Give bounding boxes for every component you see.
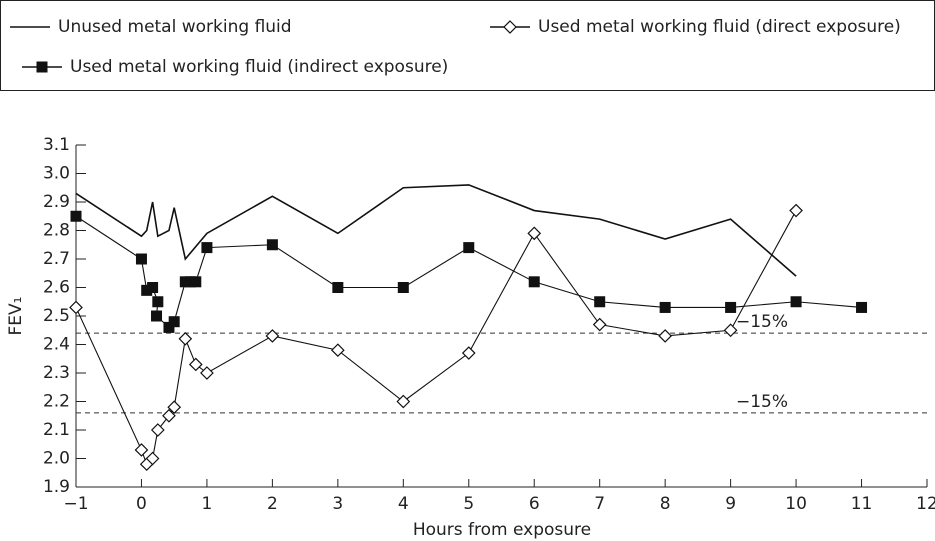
data-point xyxy=(188,357,203,372)
data-point xyxy=(396,394,411,409)
data-point xyxy=(134,443,149,457)
y-tick-label: 2.6 xyxy=(43,278,70,298)
y-tick-label: 3.1 xyxy=(43,135,70,155)
y-tick-label: 2.2 xyxy=(43,392,70,412)
y-tick-label: 2.4 xyxy=(43,335,70,355)
x-tick-label: 2 xyxy=(267,494,278,514)
data-point xyxy=(147,282,159,293)
x-tick-label: 5 xyxy=(463,494,474,514)
x-axis-label: Hours from exposure xyxy=(413,520,591,540)
data-point xyxy=(790,296,802,308)
y-tick-label: 2.0 xyxy=(43,449,70,469)
x-tick-label: 6 xyxy=(529,494,540,514)
legend-label: Used metal working fluid (direct exposur… xyxy=(538,17,901,37)
series-line xyxy=(75,184,797,277)
x-tick-label: −1 xyxy=(63,494,88,514)
data-point xyxy=(528,276,540,288)
data-point xyxy=(151,310,163,322)
data-point xyxy=(162,408,176,423)
x-tick-label: 12 xyxy=(916,494,935,514)
x-tick-label: 4 xyxy=(398,494,409,514)
series-line xyxy=(75,215,862,329)
y-tick-label: 2.7 xyxy=(43,249,70,269)
data-point xyxy=(150,423,165,437)
data-point xyxy=(265,329,280,343)
x-tick-label: 10 xyxy=(785,494,807,514)
data-point xyxy=(178,331,193,346)
legend-marker xyxy=(503,20,517,34)
y-tick-label: 2.1 xyxy=(43,420,70,440)
data-point xyxy=(856,301,868,313)
data-point xyxy=(723,323,738,338)
data-point xyxy=(69,300,83,315)
data-point xyxy=(70,210,82,222)
legend-box xyxy=(0,0,935,91)
data-point xyxy=(463,242,475,254)
y-axis-label: FEV₁ xyxy=(6,297,26,336)
data-point xyxy=(190,276,202,288)
data-point xyxy=(397,282,409,293)
data-point xyxy=(266,239,278,251)
data-point xyxy=(152,296,164,308)
y-tick-label: 1.9 xyxy=(43,477,70,497)
legend-marker xyxy=(36,61,48,73)
data-point xyxy=(592,317,607,332)
y-tick-label: 2.9 xyxy=(43,192,70,212)
data-point xyxy=(145,451,160,466)
data-point xyxy=(594,296,606,308)
data-point xyxy=(461,346,476,360)
x-tick-label: 11 xyxy=(851,494,873,514)
data-point xyxy=(200,366,214,380)
x-tick-label: 9 xyxy=(725,494,736,514)
x-tick-label: 8 xyxy=(660,494,671,514)
data-point xyxy=(527,226,542,241)
x-tick-label: 3 xyxy=(332,494,343,514)
data-point xyxy=(163,321,175,333)
data-point xyxy=(135,253,147,265)
x-tick-label: 7 xyxy=(594,494,605,514)
data-point xyxy=(659,301,671,313)
reference-label: −15% xyxy=(736,392,788,412)
data-point xyxy=(141,284,153,296)
reference-label: −15% xyxy=(736,312,788,332)
data-point xyxy=(658,329,673,343)
y-tick-label: 2.8 xyxy=(43,221,70,241)
data-point xyxy=(725,301,737,313)
data-point xyxy=(167,400,182,415)
x-tick-label: 0 xyxy=(136,494,147,514)
data-point xyxy=(330,343,345,358)
legend-label: Unused metal working fluid xyxy=(58,17,292,37)
legend-label: Used metal working fluid (indirect expos… xyxy=(70,57,448,77)
x-tick-label: 1 xyxy=(202,494,213,514)
y-tick-label: 2.5 xyxy=(43,306,70,326)
data-point xyxy=(168,316,180,328)
data-point xyxy=(201,242,213,254)
y-tick-label: 2.3 xyxy=(43,363,70,383)
data-point xyxy=(332,282,344,293)
data-point xyxy=(789,203,803,218)
y-tick-label: 3.0 xyxy=(43,164,70,184)
